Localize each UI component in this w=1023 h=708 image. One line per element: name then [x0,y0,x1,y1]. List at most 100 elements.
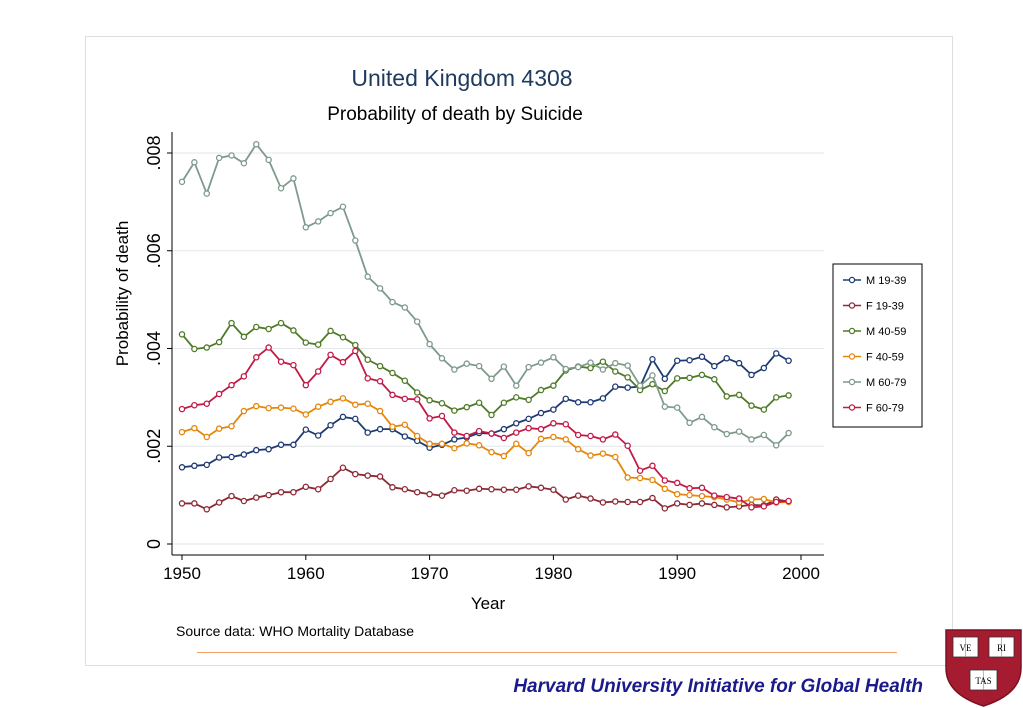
data-point [240,373,248,380]
data-point [612,368,619,375]
data-point [364,356,371,363]
data-point [649,494,656,502]
data-point [587,399,594,406]
data-point [240,407,248,415]
data-point [327,351,334,359]
data-point [513,429,520,436]
footer-title: Harvard University Initiative for Global… [513,676,923,697]
data-point [277,319,285,327]
chart-subtitle: Probability of death by Suicide [327,104,583,125]
data-point [525,415,532,423]
data-point [711,501,718,509]
data-point [339,358,347,366]
data-point [612,359,619,367]
data-point [711,376,718,383]
data-point [599,436,607,443]
data-point [636,467,644,474]
data-point [215,425,223,432]
data-point [451,486,458,494]
data-point [426,397,433,404]
data-point [302,426,310,433]
data-point [191,159,198,166]
x-tick-label: 1970 [411,564,449,583]
data-point [587,432,594,440]
data-point [550,382,557,389]
data-point [735,359,743,367]
data-point [215,454,223,461]
data-point [513,382,520,389]
data-point [401,486,409,493]
data-point [203,190,211,197]
data-point [760,495,768,503]
data-point [438,399,446,407]
data-point [711,423,718,431]
data-point [376,473,384,480]
data-point [562,496,570,503]
data-point [475,362,483,370]
data-point [327,421,334,429]
data-point [253,402,260,410]
data-point [785,497,792,505]
y-tick-label: .008 [144,135,164,170]
data-point [574,363,582,371]
data-point [463,432,470,440]
data-point [364,400,371,407]
data-point [401,304,409,311]
data-point [488,448,495,456]
data-point [277,358,285,365]
data-point [451,444,458,452]
data-point [240,497,248,505]
data-point [711,362,718,370]
data-point [500,486,508,493]
data-point [426,440,433,448]
data-point [352,347,359,355]
data-point [513,440,520,448]
data-point [339,203,347,211]
data-point [203,400,211,407]
data-point [537,409,545,417]
data-point [191,424,198,432]
chart: United Kingdom 4308 Probability of death … [113,65,923,639]
data-point [698,492,706,500]
data-point [413,396,421,403]
legend-swatch-marker [848,378,856,386]
data-point [649,356,656,363]
data-point [624,498,631,506]
data-point [760,431,768,439]
data-point [537,425,545,433]
y-axis-label: Probability of death [113,221,132,367]
data-point [228,319,235,327]
data-point [537,435,545,443]
series-f-60-79 [178,344,792,511]
data-point [587,495,594,502]
data-point [748,504,755,511]
series-m-60-79 [178,140,792,449]
data-point [735,428,743,435]
data-point [178,428,186,436]
data-point [253,140,260,148]
data-point [277,184,285,192]
data-point [290,488,297,496]
data-point [488,430,495,437]
data-point [265,445,272,453]
data-point [723,493,730,501]
data-point [327,327,334,335]
legend-entry-label: M 60-79 [866,377,906,389]
data-point [302,483,310,491]
data-point [599,366,607,373]
data-point [760,503,768,510]
data-point [488,375,495,383]
legend-entry-label: F 40-59 [866,352,904,364]
data-point [574,492,582,499]
data-point [772,442,780,449]
data-point [649,476,656,484]
data-point [612,431,619,438]
data-point [661,387,669,395]
data-point [500,425,508,433]
data-point [735,391,743,399]
data-point [277,404,285,411]
data-point [203,506,211,513]
data-point [475,427,483,435]
data-point [587,359,594,366]
data-point [265,491,272,499]
